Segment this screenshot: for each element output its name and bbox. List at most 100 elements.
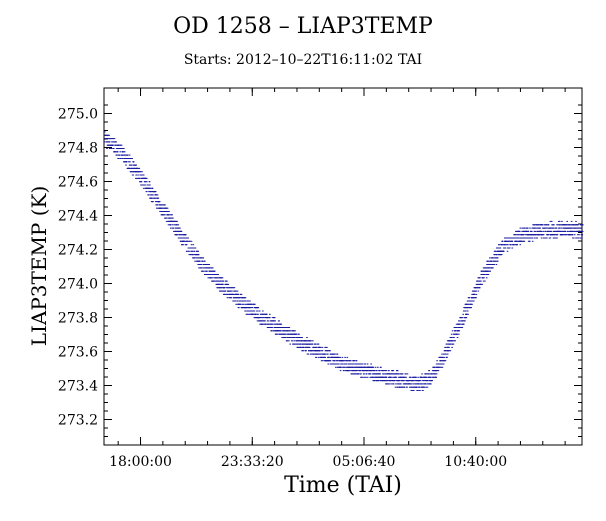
data-point <box>436 370 439 372</box>
data-point <box>146 187 149 189</box>
data-point <box>539 230 542 232</box>
data-point <box>388 380 390 382</box>
data-point <box>294 333 297 335</box>
data-point <box>392 370 395 372</box>
data-point <box>410 386 413 388</box>
data-point <box>122 154 124 156</box>
data-point <box>469 300 472 302</box>
data-point <box>504 244 506 246</box>
data-point <box>369 366 371 368</box>
data-point <box>263 313 266 315</box>
data-point <box>471 297 474 299</box>
data-point <box>165 220 168 222</box>
data-point <box>211 270 214 272</box>
data-point <box>573 224 576 226</box>
data-point <box>546 224 548 226</box>
data-point <box>202 270 205 272</box>
data-point <box>294 343 296 345</box>
data-point <box>395 376 397 378</box>
data-point <box>462 317 464 319</box>
data-point <box>324 356 326 358</box>
data-point <box>365 376 367 378</box>
data-point <box>249 313 252 315</box>
data-point <box>419 380 422 382</box>
data-point <box>255 313 257 315</box>
data-point <box>241 303 244 305</box>
data-point <box>346 360 348 362</box>
data-point <box>117 154 119 156</box>
data-point <box>185 234 187 236</box>
data-point <box>342 366 345 368</box>
data-point <box>371 370 373 372</box>
data-point <box>381 380 383 382</box>
data-point <box>157 204 159 206</box>
data-point <box>550 220 553 222</box>
data-point <box>570 230 572 232</box>
data-point <box>121 148 123 149</box>
data-point <box>312 350 314 352</box>
data-point <box>403 380 405 382</box>
data-point <box>451 343 454 345</box>
data-point <box>440 366 443 368</box>
data-point <box>560 227 563 229</box>
data-point <box>149 184 151 186</box>
data-point <box>174 220 177 222</box>
data-point <box>161 204 164 206</box>
data-point <box>464 310 467 312</box>
data-point <box>296 333 298 335</box>
data-point <box>515 237 517 239</box>
data-point <box>527 240 530 242</box>
data-point <box>206 274 208 275</box>
data-point <box>406 383 408 385</box>
x-tick-label: 18:00:00 <box>109 454 172 470</box>
y-tick-label: 273.8 <box>58 311 98 327</box>
data-point <box>477 290 480 292</box>
data-point <box>448 350 451 352</box>
data-point <box>558 220 561 222</box>
data-point <box>344 356 346 358</box>
data-point <box>207 264 210 265</box>
data-point <box>479 280 481 282</box>
data-point <box>226 283 228 285</box>
data-point <box>547 224 550 226</box>
data-point <box>355 360 358 362</box>
data-point <box>137 174 139 176</box>
data-point <box>466 310 469 312</box>
data-point <box>279 327 281 328</box>
data-point <box>251 307 254 309</box>
data-point <box>285 333 287 335</box>
data-point <box>501 250 503 252</box>
data-point <box>501 244 504 246</box>
data-point <box>162 214 164 216</box>
data-point <box>230 290 233 292</box>
data-point <box>455 327 457 328</box>
data-point <box>274 323 276 325</box>
data-point <box>372 376 374 378</box>
data-point <box>270 330 273 332</box>
data-point <box>202 267 205 269</box>
data-point <box>327 363 330 365</box>
data-point <box>549 227 552 229</box>
data-point <box>201 270 204 272</box>
data-point <box>264 317 267 319</box>
data-point <box>221 277 224 279</box>
data-point <box>515 234 518 236</box>
data-point <box>545 227 548 229</box>
data-point <box>236 300 239 302</box>
data-point <box>392 383 395 385</box>
data-point <box>296 343 298 345</box>
data-point <box>527 227 529 229</box>
data-point <box>274 320 276 322</box>
data-point <box>232 290 234 292</box>
data-point <box>413 380 415 382</box>
data-point <box>105 134 107 136</box>
data-point <box>108 144 110 146</box>
data-point <box>509 240 511 242</box>
data-point <box>435 370 437 372</box>
data-point <box>461 317 463 319</box>
data-point <box>231 287 233 289</box>
data-point <box>172 227 175 229</box>
data-point <box>117 148 119 149</box>
data-point <box>245 313 248 315</box>
data-point <box>327 360 330 362</box>
